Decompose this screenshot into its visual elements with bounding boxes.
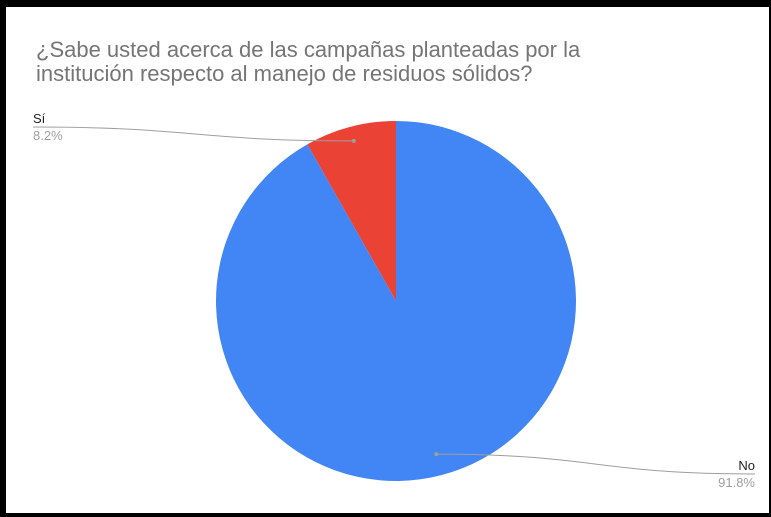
slice-label-no: No <box>738 458 755 473</box>
pie-chart: Sí 8.2% No 91.8% <box>32 111 756 490</box>
leader-lines <box>32 126 756 475</box>
pie-slice-si <box>307 121 396 301</box>
pie-slice-no <box>215 121 576 481</box>
chart-frame: ¿Sabe usted acerca de las campañas plant… <box>6 7 769 513</box>
leader-line-si-dot <box>351 138 356 143</box>
slice-label-si: Sí <box>33 111 46 126</box>
chart-title-line-2: institución respecto al manejo de residu… <box>36 61 533 86</box>
leader-line-si <box>32 126 354 142</box>
chart-title-line-1: ¿Sabe usted acerca de las campañas plant… <box>36 37 581 62</box>
slice-value-si: 8.2% <box>33 128 63 143</box>
pie-slices <box>215 121 576 481</box>
leader-line-no <box>436 453 756 475</box>
chart-title: ¿Sabe usted acerca de las campañas plant… <box>36 38 756 86</box>
leader-line-no-dot <box>434 452 439 457</box>
slice-value-no: 91.8% <box>718 475 755 490</box>
